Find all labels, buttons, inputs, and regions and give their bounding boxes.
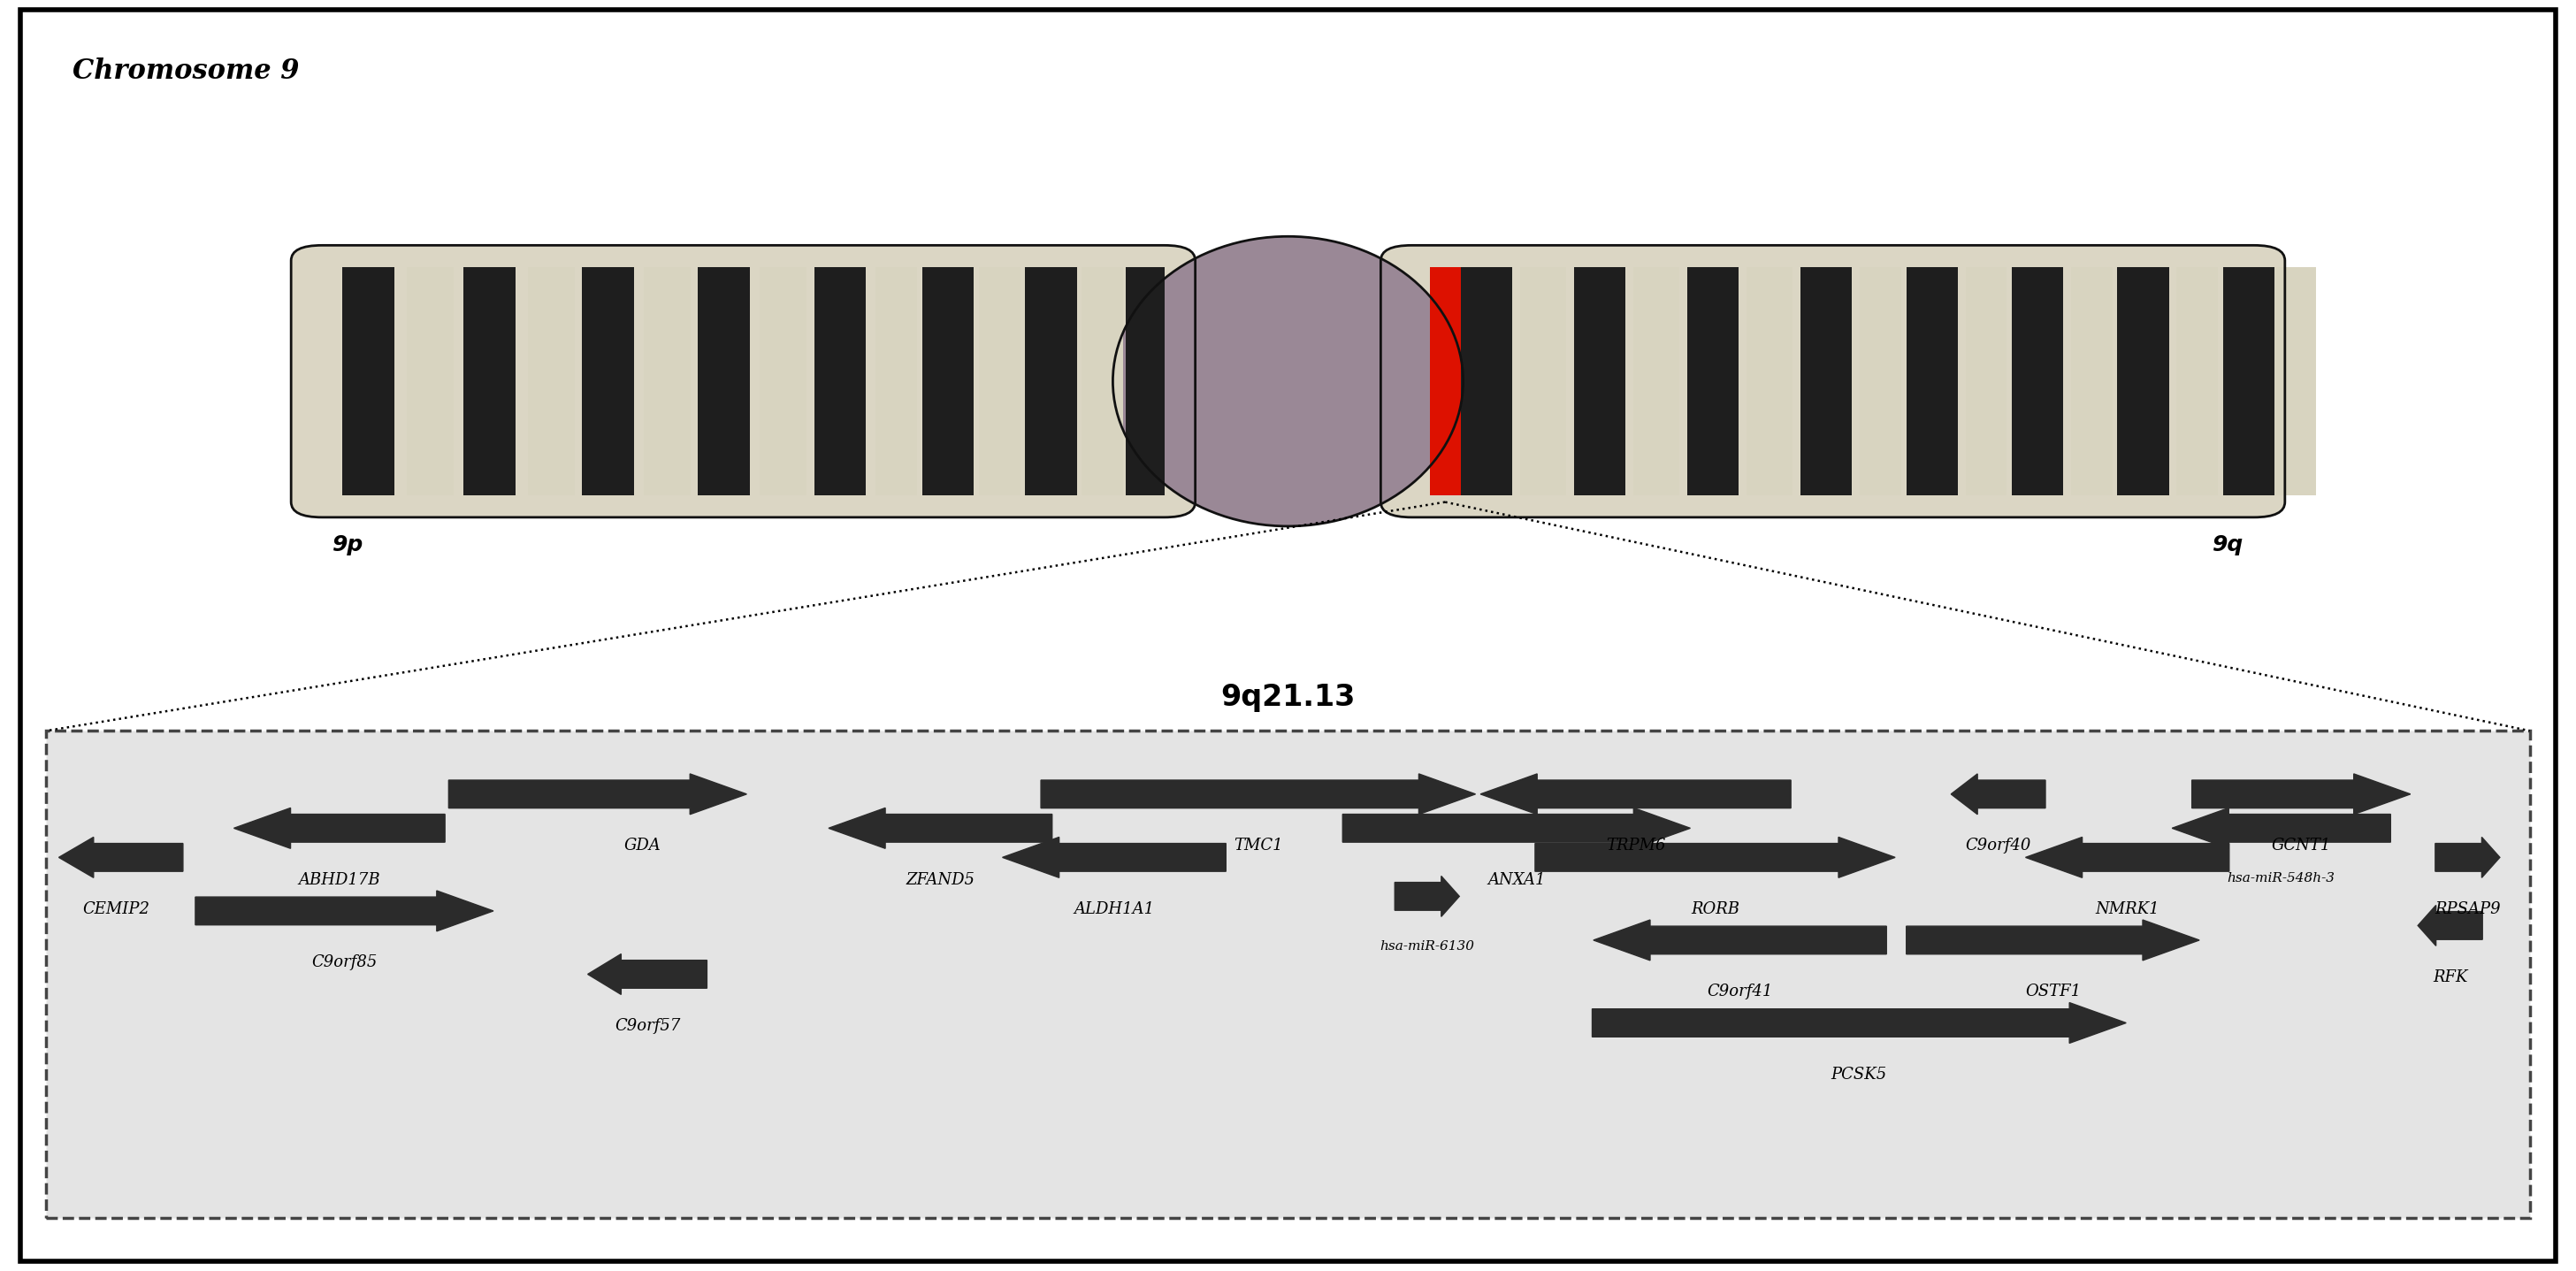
FancyArrow shape bbox=[2434, 838, 2499, 878]
Bar bbox=[644, 267, 690, 496]
Text: NMRK1: NMRK1 bbox=[2094, 901, 2159, 918]
Bar bbox=[46, 731, 2530, 1218]
Bar bbox=[1747, 267, 1793, 496]
Bar bbox=[2071, 267, 2112, 496]
Text: C9orf40: C9orf40 bbox=[1965, 838, 2030, 854]
FancyArrow shape bbox=[829, 808, 1051, 849]
Text: RFK: RFK bbox=[2432, 970, 2468, 985]
Bar bbox=[582, 267, 634, 496]
Text: PCSK5: PCSK5 bbox=[1832, 1066, 1888, 1083]
Bar bbox=[1082, 267, 1123, 496]
Text: 9q21.13: 9q21.13 bbox=[1221, 683, 1355, 712]
FancyArrow shape bbox=[587, 955, 706, 994]
FancyArrow shape bbox=[1950, 774, 2045, 815]
FancyArrow shape bbox=[196, 891, 495, 932]
Text: GCNT1: GCNT1 bbox=[2272, 838, 2331, 854]
FancyArrow shape bbox=[2192, 774, 2411, 815]
Text: Chromosome 9: Chromosome 9 bbox=[72, 57, 299, 85]
Bar bbox=[1860, 267, 1901, 496]
FancyArrow shape bbox=[234, 808, 446, 849]
Bar bbox=[1126, 267, 1164, 496]
Bar bbox=[2117, 267, 2169, 496]
Bar bbox=[1906, 267, 1958, 496]
FancyArrow shape bbox=[1595, 920, 1886, 961]
Text: 9q: 9q bbox=[2213, 534, 2244, 555]
Bar bbox=[2223, 267, 2275, 496]
Text: RPSAP9: RPSAP9 bbox=[2434, 901, 2501, 918]
Bar bbox=[1965, 267, 2007, 496]
Bar bbox=[343, 267, 394, 496]
Ellipse shape bbox=[1113, 236, 1463, 526]
FancyArrow shape bbox=[1041, 774, 1476, 815]
Bar bbox=[407, 267, 453, 496]
FancyArrow shape bbox=[2025, 838, 2228, 878]
Text: C9orf41: C9orf41 bbox=[1708, 984, 1772, 1000]
FancyArrow shape bbox=[1592, 1003, 2125, 1043]
Text: ANXA1: ANXA1 bbox=[1486, 872, 1546, 888]
FancyArrow shape bbox=[2172, 808, 2391, 849]
FancyArrow shape bbox=[1481, 774, 1790, 815]
Bar bbox=[1574, 267, 1625, 496]
FancyArrow shape bbox=[1535, 838, 1896, 878]
FancyArrow shape bbox=[59, 838, 183, 878]
Bar bbox=[528, 267, 574, 496]
Text: hsa-miR-548h-3: hsa-miR-548h-3 bbox=[2228, 872, 2336, 885]
Text: TMC1: TMC1 bbox=[1234, 838, 1283, 854]
FancyArrow shape bbox=[1394, 876, 1461, 916]
Bar bbox=[2177, 267, 2218, 496]
FancyArrow shape bbox=[1002, 838, 1226, 878]
Bar bbox=[698, 267, 750, 496]
Text: ABHD17B: ABHD17B bbox=[299, 872, 381, 888]
Text: hsa-miR-6130: hsa-miR-6130 bbox=[1381, 941, 1473, 952]
Text: ALDH1A1: ALDH1A1 bbox=[1074, 901, 1154, 918]
Bar bbox=[979, 267, 1020, 496]
Bar bbox=[1801, 267, 1852, 496]
Bar bbox=[1025, 267, 1077, 496]
FancyArrow shape bbox=[2419, 905, 2483, 946]
Text: CEMIP2: CEMIP2 bbox=[82, 901, 149, 918]
Bar bbox=[2275, 267, 2316, 496]
FancyArrow shape bbox=[1906, 920, 2200, 961]
FancyBboxPatch shape bbox=[1381, 245, 2285, 517]
Text: GDA: GDA bbox=[623, 838, 662, 854]
Bar bbox=[1687, 267, 1739, 496]
Text: C9orf85: C9orf85 bbox=[312, 955, 376, 971]
Text: ZFAND5: ZFAND5 bbox=[907, 872, 974, 888]
Bar bbox=[760, 267, 806, 496]
FancyArrow shape bbox=[1342, 808, 1690, 849]
Text: RORB: RORB bbox=[1690, 901, 1739, 918]
Bar bbox=[876, 267, 917, 496]
Text: 9p: 9p bbox=[332, 534, 363, 555]
Bar bbox=[814, 267, 866, 496]
Bar bbox=[464, 267, 515, 496]
Bar bbox=[1430, 267, 1461, 496]
Bar bbox=[1633, 267, 1680, 496]
Bar bbox=[1520, 267, 1566, 496]
FancyBboxPatch shape bbox=[291, 245, 1195, 517]
Text: OSTF1: OSTF1 bbox=[2025, 984, 2081, 1000]
FancyArrow shape bbox=[448, 774, 747, 815]
Bar bbox=[922, 267, 974, 496]
Bar bbox=[2012, 267, 2063, 496]
Text: C9orf57: C9orf57 bbox=[616, 1018, 680, 1033]
Text: TRPM6: TRPM6 bbox=[1605, 838, 1667, 854]
Bar bbox=[1461, 267, 1512, 496]
